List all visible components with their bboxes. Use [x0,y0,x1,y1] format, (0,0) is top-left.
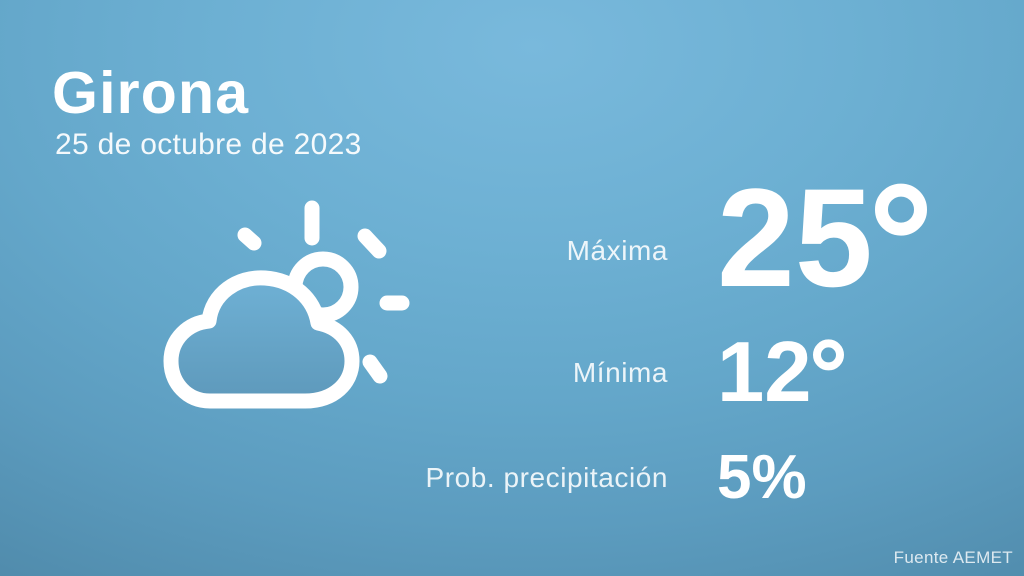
precipitation-value: 5% [717,443,807,512]
degree-icon [874,183,927,236]
max-temp-number: 25 [717,159,873,316]
sun-behind-cloud-icon [163,200,410,409]
precipitation-label: Prob. precipitación [425,462,668,493]
sun-ray-top-left [237,227,262,251]
cloud-shape [163,270,360,409]
max-temp-label: Máxima [566,235,668,266]
source-attribution: Fuente AEMET [893,548,1013,567]
date-text: 25 de octubre de 2023 [55,128,362,161]
min-temp-number: 12 [717,325,812,420]
sun-ray-bottom-right [362,354,388,384]
max-temp-value: 25 [717,168,927,308]
min-temp-value: 12 [717,330,845,415]
degree-icon [812,338,845,371]
page-title: Girona [52,60,250,126]
sun-ray-top-right [357,228,387,259]
min-temp-label: Mínima [572,357,668,388]
